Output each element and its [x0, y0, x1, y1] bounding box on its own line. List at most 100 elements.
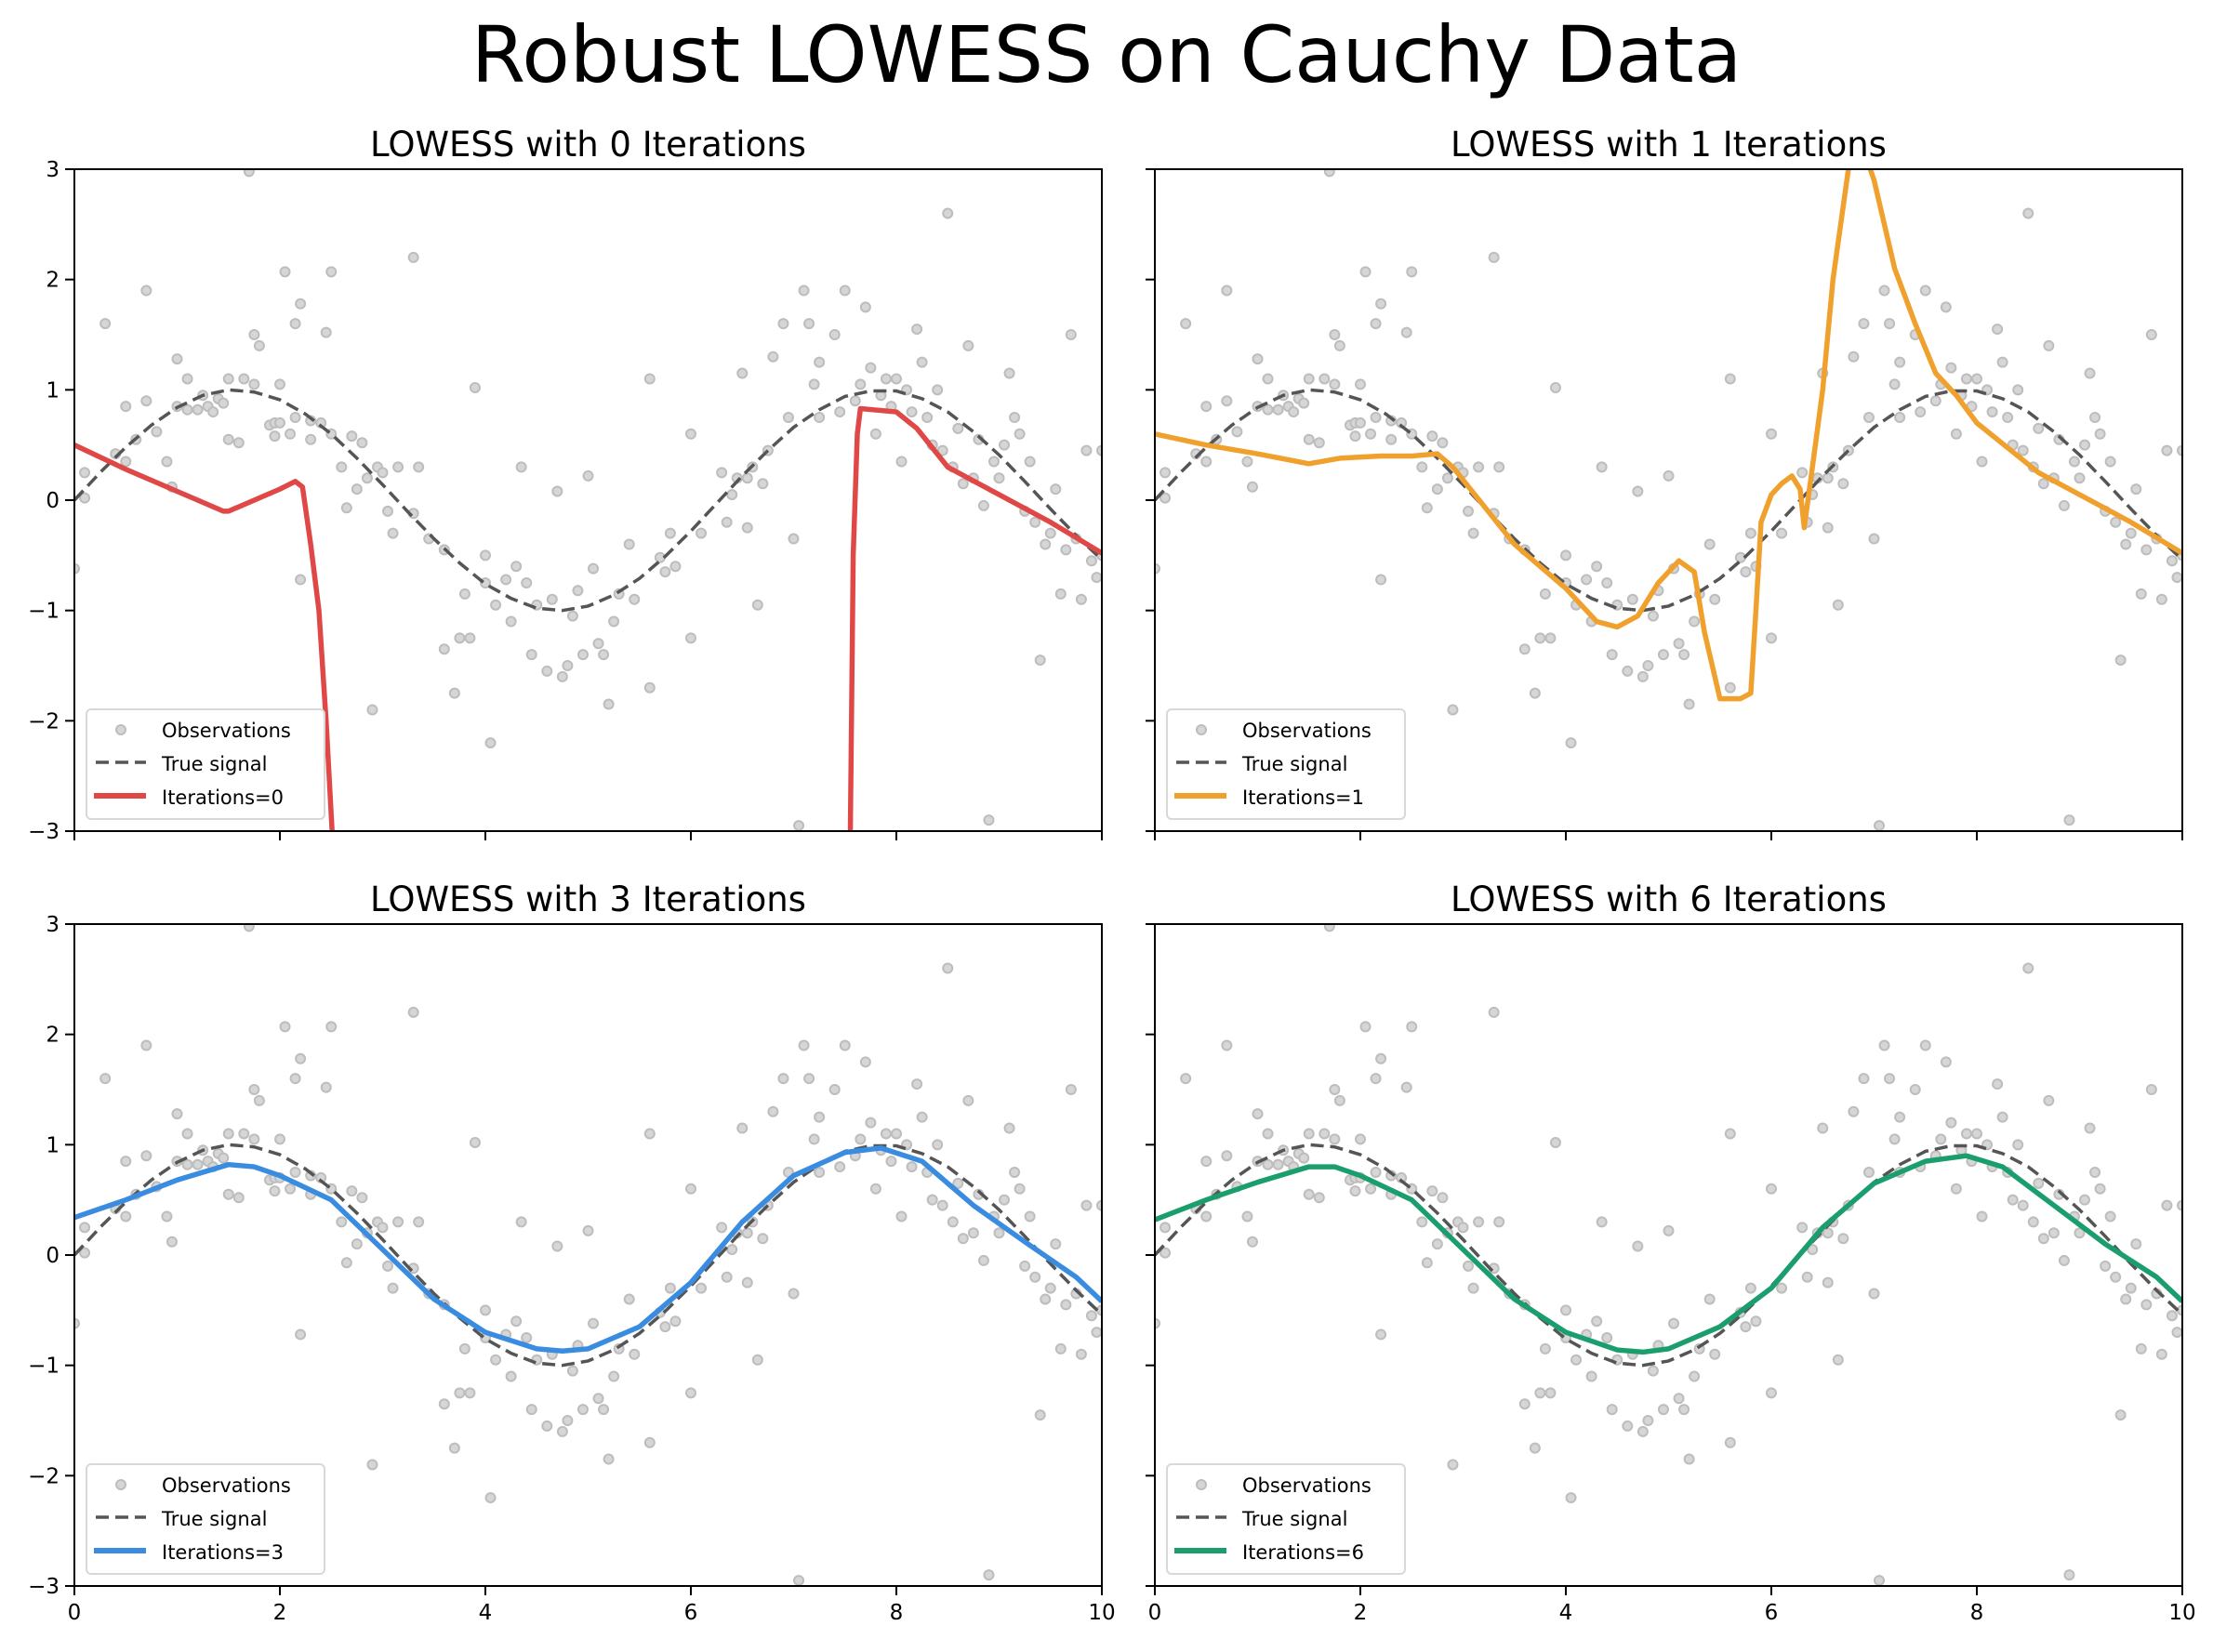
legend: Observations True signal Iterations=6 — [1166, 1463, 1406, 1575]
subplot-2: LOWESS with 3 Iterations 0 2 4 6 8 10 −3 −2 −1 0 1 2… — [28, 879, 1116, 1625]
true-signal-line — [1155, 388, 2182, 613]
observation-point — [1246, 1236, 1258, 1248]
observation-point — [1426, 1185, 1438, 1197]
observation-point — [454, 632, 466, 644]
observation-point — [629, 1348, 641, 1360]
observation-point — [387, 527, 399, 539]
observation-point — [2104, 1210, 2116, 1222]
observation-point — [916, 356, 928, 368]
observation-point — [967, 1227, 979, 1239]
observation-point — [1060, 544, 1072, 556]
observation-point — [1884, 1073, 1896, 1085]
observation-point — [289, 1167, 301, 1178]
observation-point — [1091, 572, 1102, 584]
observation-point — [2074, 472, 2086, 484]
observation-point — [1044, 1282, 1056, 1294]
observation-point — [1431, 1238, 1443, 1250]
observation-point — [490, 1354, 502, 1366]
observation-point — [588, 1317, 600, 1329]
observation-point — [1065, 1084, 1077, 1095]
observation-point — [232, 437, 245, 449]
legend-observation-marker — [1196, 1479, 1207, 1490]
observation-point — [1200, 401, 1213, 413]
observation-point — [921, 412, 934, 423]
observation-point — [1518, 1398, 1531, 1410]
observation-point — [2058, 499, 2070, 511]
y-tick-label: 2 — [46, 269, 60, 293]
observation-point — [993, 1227, 1005, 1239]
observation-point — [1200, 1156, 1213, 1168]
legend-frame — [1166, 708, 1406, 820]
observation-point — [79, 1247, 91, 1259]
observation-point — [2084, 367, 2096, 379]
observation-point — [659, 566, 671, 578]
observation-point — [1796, 467, 1809, 479]
observation-point — [999, 439, 1011, 451]
y-tick-label: −2 — [28, 709, 60, 733]
observation-point — [1518, 643, 1531, 655]
observation-point — [777, 318, 789, 330]
observation-point — [1200, 1210, 1213, 1222]
observation-point — [218, 397, 230, 409]
observation-point — [1303, 1128, 1315, 1140]
observation-point — [140, 1039, 152, 1051]
legend-label: Observations — [162, 720, 291, 742]
observation-point — [1155, 1317, 1160, 1329]
observation-point — [464, 632, 476, 644]
observation-point — [1689, 1370, 1701, 1382]
observation-point — [1868, 533, 1880, 545]
observation-point — [99, 318, 112, 330]
observation-point — [1467, 527, 1479, 539]
observation-point — [1565, 737, 1577, 749]
observation-point — [1313, 437, 1325, 449]
observation-point — [1370, 1073, 1382, 1085]
observation-point — [1441, 472, 1453, 484]
observation-point — [1221, 284, 1233, 297]
observation-point — [751, 599, 763, 611]
observation-point — [1365, 1183, 1377, 1195]
observation-point — [721, 1271, 733, 1283]
observation-point — [1003, 1122, 1015, 1134]
x-tick-label: 4 — [479, 1601, 493, 1625]
observation-point — [1003, 367, 1015, 379]
observation-point — [356, 1192, 368, 1204]
observation-point — [253, 1094, 265, 1106]
legend-label: True signal — [1241, 1508, 1347, 1530]
observation-point — [74, 1317, 80, 1329]
observation-point — [2161, 1199, 2173, 1211]
observation-point — [598, 1404, 610, 1416]
observation-point — [803, 318, 815, 330]
observation-point — [643, 1436, 656, 1448]
observation-point — [274, 416, 285, 429]
observation-point — [916, 1111, 928, 1123]
observation-point — [1303, 1188, 1315, 1200]
observation-point — [1400, 326, 1412, 338]
observation-point — [1180, 318, 1192, 330]
observation-point — [1647, 610, 1659, 622]
observation-point — [556, 670, 568, 682]
observation-point — [274, 378, 285, 390]
observation-point — [957, 478, 969, 490]
observation-point — [1862, 1167, 1875, 1178]
observation-point — [1323, 924, 1335, 932]
observation-point — [79, 467, 91, 479]
observation-point — [1319, 1128, 1331, 1140]
observation-point — [207, 406, 219, 418]
observation-point — [1426, 430, 1438, 443]
observation-point — [458, 588, 470, 600]
observation-point — [1323, 169, 1335, 178]
observation-point — [983, 814, 995, 826]
observation-point — [1359, 1021, 1372, 1033]
x-tick-label: 4 — [1559, 1601, 1573, 1625]
observation-point — [1467, 1282, 1479, 1294]
observation-point — [608, 1370, 620, 1382]
observation-point — [500, 574, 512, 586]
observation-point — [962, 1094, 974, 1106]
observation-point — [171, 1108, 183, 1120]
legend-observation-marker — [1196, 724, 1207, 735]
observation-point — [238, 1128, 250, 1140]
observation-point — [2089, 412, 2101, 423]
observation-point — [1298, 1152, 1310, 1164]
observation-point — [1874, 820, 1886, 831]
y-tick-label: 2 — [46, 1024, 60, 1048]
